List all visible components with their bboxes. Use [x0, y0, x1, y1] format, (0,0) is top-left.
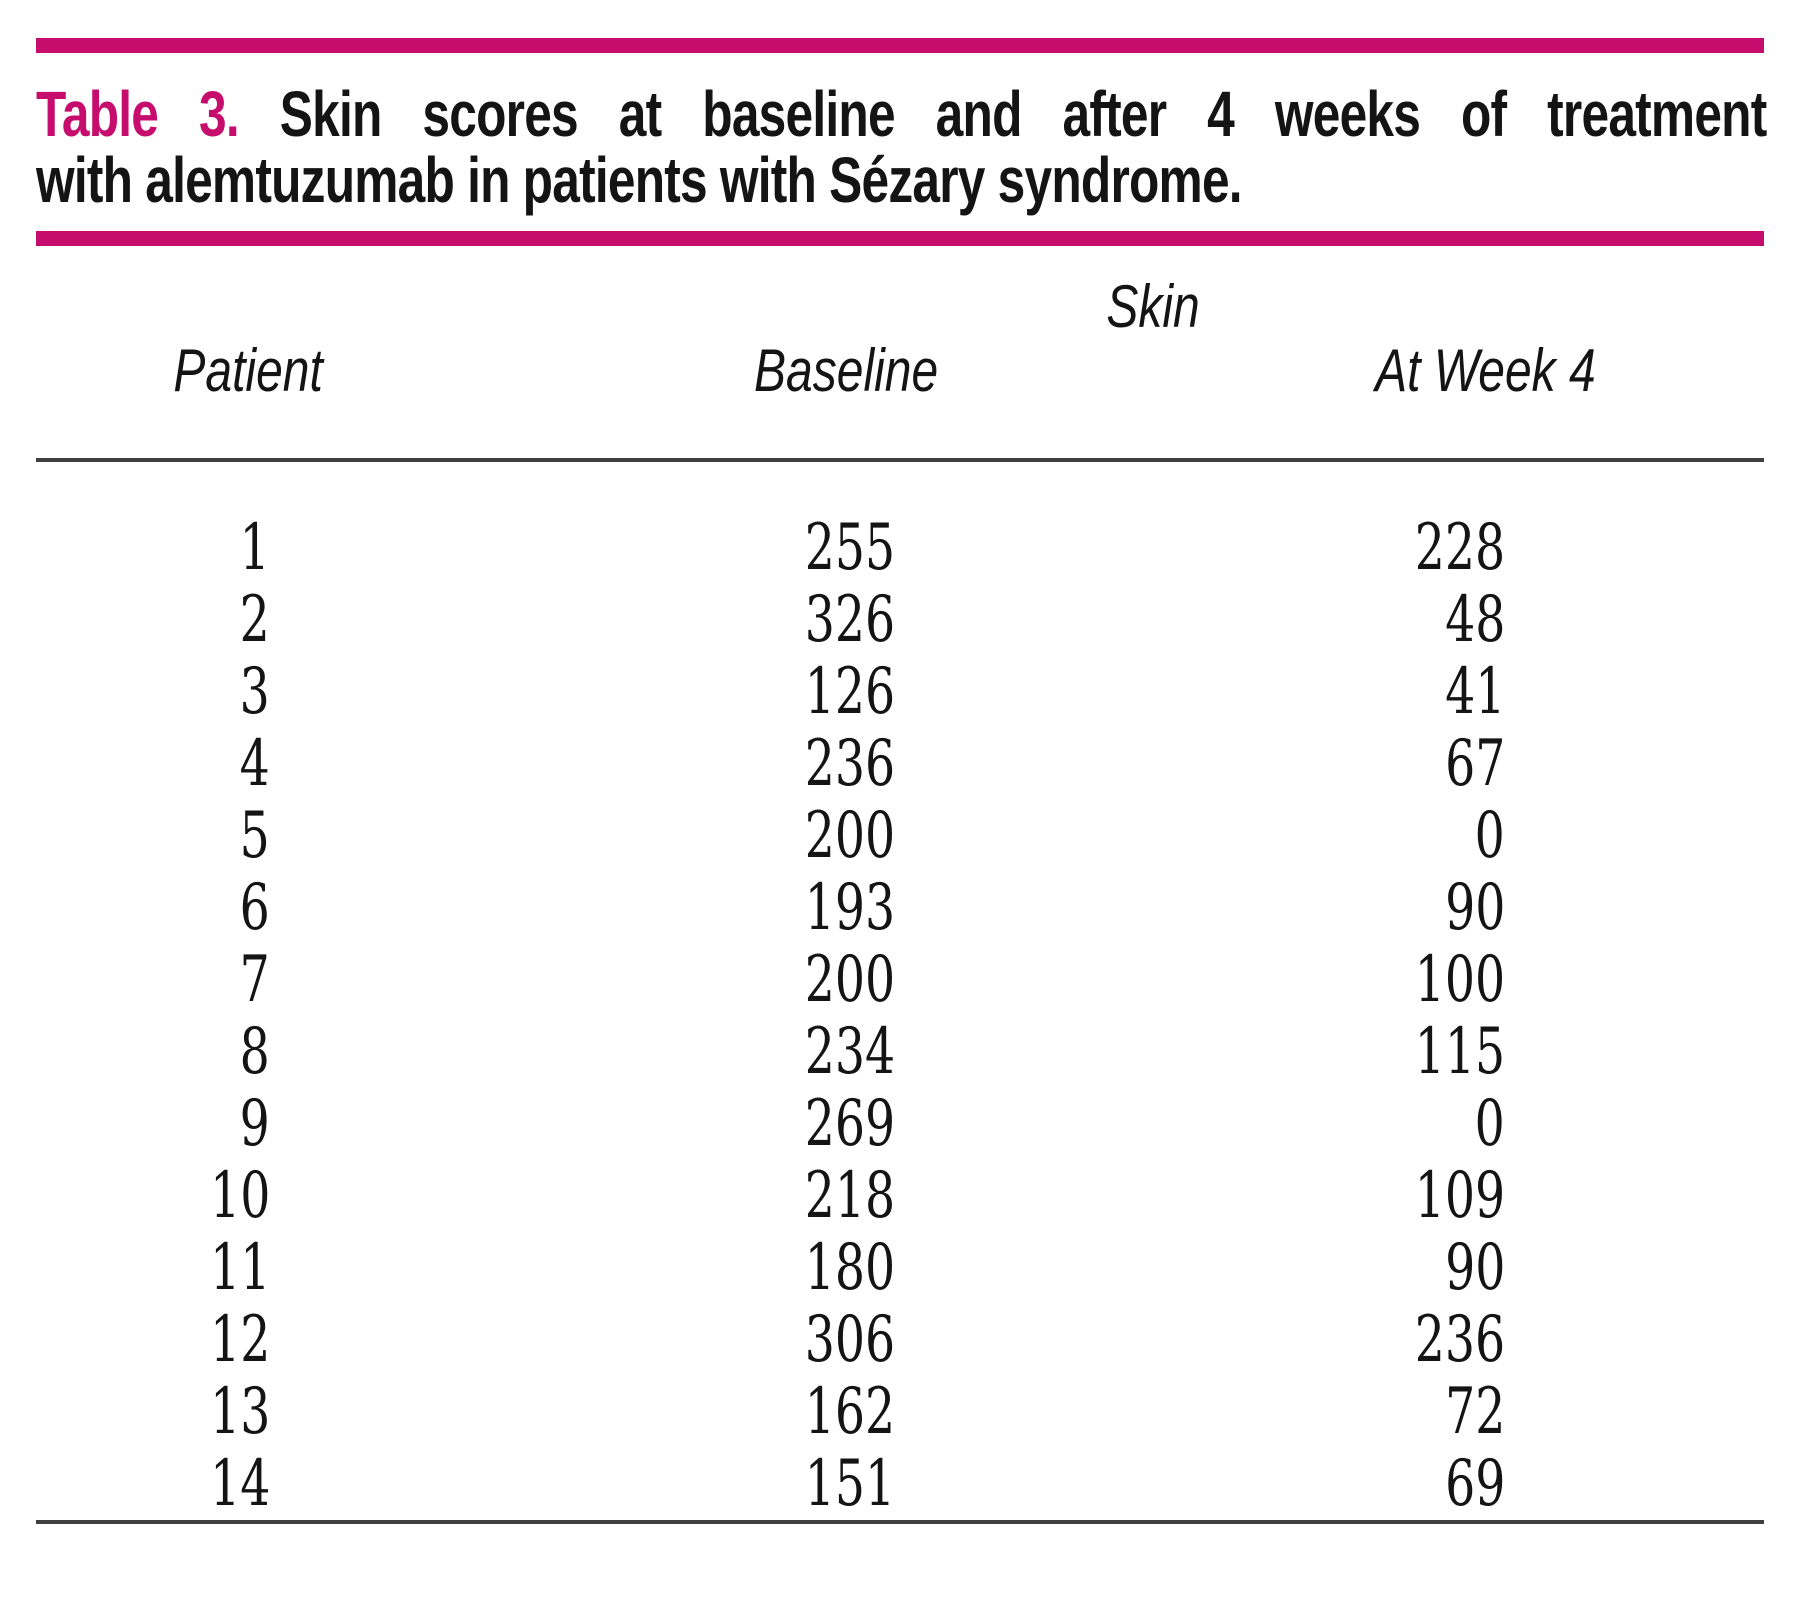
journal-table-figure: Table 3. Skin scores at baseline and aft… [0, 38, 1800, 1524]
patient-number-cell: 12 [209, 1303, 270, 1377]
week4-score-cell: 48 [1444, 583, 1505, 657]
baseline-score-cell: 218 [804, 1159, 895, 1233]
patient-number-cell: 3 [239, 655, 270, 729]
bottom-rule [36, 1520, 1764, 1524]
patient-number-cell: 2 [239, 583, 270, 657]
caption-line-2: with alemtuzumab in patients with Sézary… [36, 144, 1243, 216]
patient-number-cell: 5 [239, 799, 270, 873]
patient-number-cell: 14 [209, 1447, 270, 1521]
table-caption: Table 3. Skin scores at baseline and aft… [36, 81, 1800, 213]
header-separator-rule [36, 458, 1764, 462]
baseline-score-cell: 151 [804, 1447, 895, 1521]
baseline-score-cell: 255 [804, 511, 895, 585]
patient-number-cell: 9 [239, 1087, 270, 1161]
baseline-score-cell: 326 [804, 583, 895, 657]
caption-accent-rule [36, 231, 1764, 246]
column-header-at-week-4: At Week 4 [1375, 337, 1596, 404]
baseline-score-cell: 269 [804, 1087, 895, 1161]
week4-score-cell: 0 [1474, 1087, 1505, 1161]
patient-number-cell: 4 [239, 727, 270, 801]
week4-score-cell: 228 [1414, 511, 1505, 585]
week4-score-cell: 109 [1414, 1159, 1505, 1233]
column-group-header-skin: Skin [1106, 273, 1200, 340]
patient-number-cell: 8 [239, 1015, 270, 1089]
column-header-baseline: Baseline [753, 337, 938, 404]
baseline-score-cell: 180 [804, 1231, 895, 1305]
week4-score-cell: 69 [1444, 1447, 1505, 1521]
week4-score-cell: 100 [1414, 943, 1505, 1017]
week4-score-cell: 72 [1444, 1375, 1505, 1449]
patient-number-cell: 10 [209, 1159, 270, 1233]
week4-score-cell: 115 [1414, 1015, 1505, 1089]
week4-score-cell: 236 [1414, 1303, 1505, 1377]
table-body: 1 255 228 2 326 48 3 126 41 4 236 67 5 2… [36, 512, 1764, 1520]
baseline-score-cell: 306 [804, 1303, 895, 1377]
caption-line-1-text: Skin scores at baseline and after 4 week… [279, 78, 1768, 150]
baseline-score-cell: 200 [804, 799, 895, 873]
baseline-score-cell: 162 [804, 1375, 895, 1449]
baseline-score-cell: 193 [804, 871, 895, 945]
patient-number-cell: 13 [209, 1375, 270, 1449]
patient-number-cell: 7 [239, 943, 270, 1017]
patient-number-cell: 6 [239, 871, 270, 945]
week4-score-cell: 90 [1444, 1231, 1505, 1305]
patient-number-cell: 1 [239, 511, 270, 585]
week4-score-cell: 90 [1444, 871, 1505, 945]
column-header-patient: Patient [173, 337, 323, 404]
baseline-score-cell: 126 [804, 655, 895, 729]
patient-number-cell: 11 [209, 1231, 270, 1305]
baseline-score-cell: 236 [804, 727, 895, 801]
top-accent-rule [36, 38, 1764, 53]
baseline-score-cell: 200 [804, 943, 895, 1017]
week4-score-cell: 41 [1444, 655, 1505, 729]
baseline-score-cell: 234 [804, 1015, 895, 1089]
table-header: Skin Patient Baseline At Week 4 [36, 276, 1764, 404]
week4-score-cell: 0 [1474, 799, 1505, 873]
week4-score-cell: 67 [1444, 727, 1505, 801]
table-number-label: Table 3. [36, 78, 240, 150]
caption-line-1: Table 3. Skin scores at baseline and aft… [36, 78, 1768, 150]
